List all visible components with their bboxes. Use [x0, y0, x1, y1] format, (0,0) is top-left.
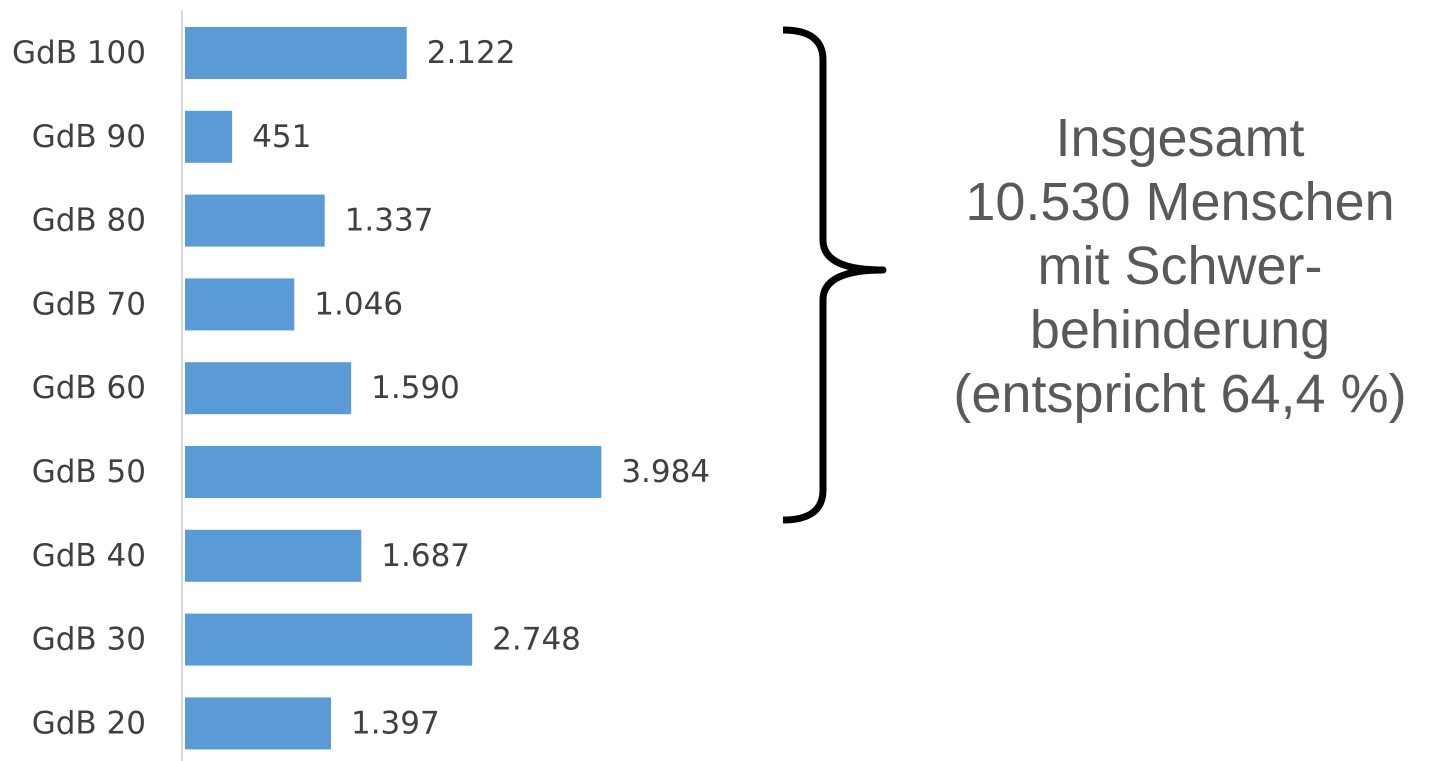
summary-annotation: Insgesamt 10.530 Menschen mit Schwer- be…: [920, 106, 1434, 426]
bar: [185, 362, 352, 415]
annotation-line-4: behinderung: [1029, 300, 1331, 360]
category-label: GdB 100: [12, 35, 146, 71]
bar: [185, 110, 233, 163]
data-label: 1.337: [345, 203, 434, 239]
category-label: GdB 90: [32, 119, 146, 155]
data-label: 1.590: [371, 370, 460, 406]
bar: [185, 529, 362, 582]
data-label: 2.748: [492, 622, 581, 658]
category-label: GdB 20: [32, 705, 146, 741]
bar: [185, 446, 602, 498]
data-label: 451: [252, 119, 311, 155]
bar: [185, 613, 473, 666]
data-label: 3.984: [621, 454, 710, 490]
annotation-line-1: Insgesamt: [1055, 108, 1305, 168]
bar: [185, 194, 325, 247]
category-label: GdB 50: [32, 454, 146, 490]
category-label: GdB 60: [32, 370, 146, 406]
data-label: 2.122: [427, 35, 516, 71]
category-label: GdB 80: [32, 203, 146, 239]
category-label: GdB 30: [32, 622, 146, 658]
data-label: 1.397: [351, 705, 440, 741]
curly-brace: [782, 26, 887, 524]
data-label: 1.687: [381, 538, 470, 574]
category-label: GdB 40: [32, 538, 146, 574]
annotation-line-5: (entspricht 64,4 %): [953, 364, 1407, 424]
data-label: 1.046: [314, 286, 403, 322]
annotation-line-3: mit Schwer-: [1037, 236, 1323, 296]
annotation-line-2: 10.530 Menschen: [965, 172, 1395, 232]
category-label: GdB 70: [32, 286, 146, 322]
bar: [185, 278, 295, 331]
bars-group: GdB 100 2.122 GdB 90 451 GdB 80 1.337 GdB 70 1.…: [12, 27, 710, 750]
bar: [185, 27, 407, 79]
bar: [185, 697, 331, 750]
